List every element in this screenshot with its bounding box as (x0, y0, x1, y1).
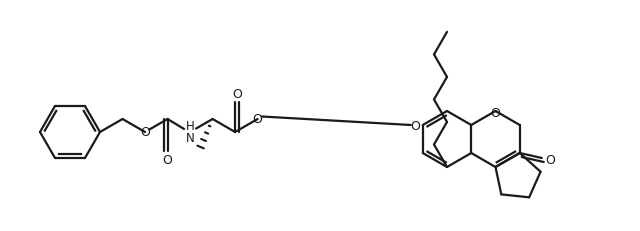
Text: O: O (232, 88, 242, 101)
Text: O: O (410, 119, 420, 132)
Text: H
N: H N (186, 120, 195, 145)
Text: O: O (163, 153, 173, 166)
Text: O: O (253, 113, 262, 126)
Text: O: O (490, 107, 500, 120)
Text: O: O (545, 153, 555, 166)
Text: O: O (140, 126, 150, 139)
